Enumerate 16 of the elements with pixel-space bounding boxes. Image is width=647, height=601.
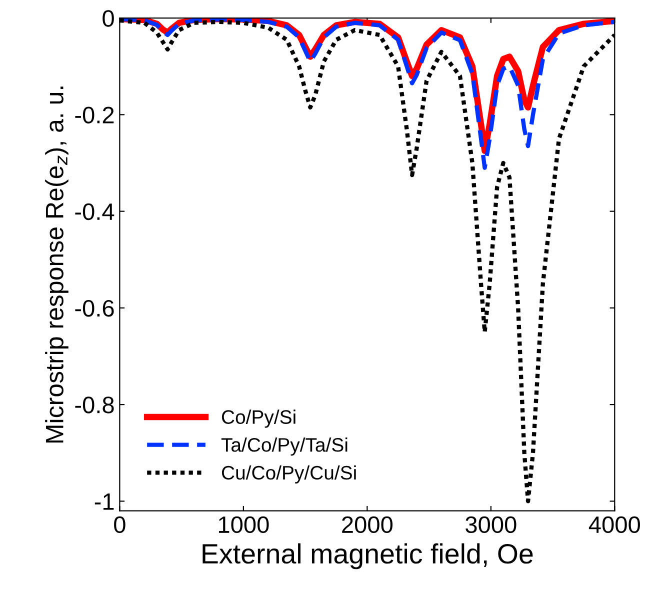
y-tick-label: -0.6 (75, 300, 114, 317)
x-axis-title: External magnetic field, Oe (202, 543, 533, 570)
y-tick-label: -0.2 (75, 106, 114, 124)
x-tick-label: 3000 (466, 516, 516, 534)
y-axis-title: Microstrip response Re(e$_{z}$), a. u. (45, 86, 68, 443)
y-tick-label: 0 (102, 10, 114, 27)
y-tick-label: -1 (94, 494, 114, 510)
y-tick-label: -0.4 (75, 203, 114, 220)
legend-label: Cu/Co/Py/Cu/Si (222, 465, 356, 484)
x-tick-label: 4000 (588, 516, 640, 534)
x-tick-label: 2000 (342, 516, 393, 534)
x-tick-label: 0 (114, 516, 126, 534)
y-tick-label: -0.8 (75, 396, 114, 414)
legend-label: Co/Py/Si (222, 410, 296, 428)
x-tick-label: 1000 (218, 516, 269, 534)
legend-label: Ta/Co/Py/Ta/Si (221, 438, 348, 456)
